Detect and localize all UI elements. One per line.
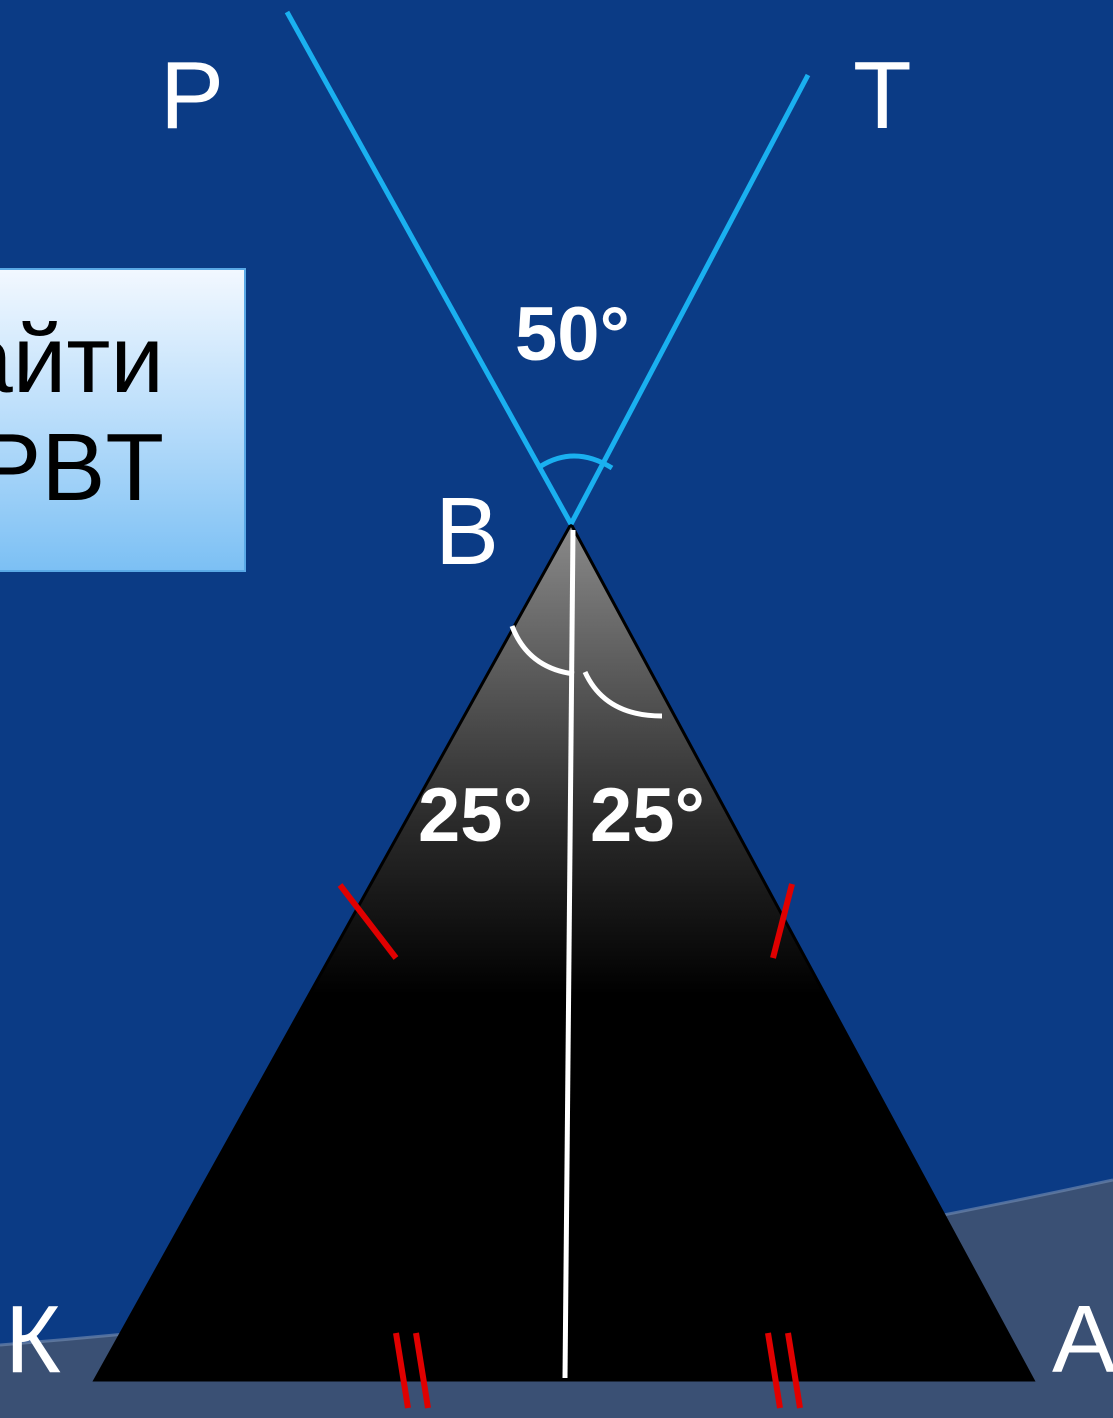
double-tick-left-2 bbox=[413, 1332, 431, 1409]
angle-label-right: 25° bbox=[590, 773, 705, 858]
ray-bt bbox=[568, 73, 811, 526]
double-tick-right-2 bbox=[785, 1332, 803, 1409]
angle-label-pbt: 50° bbox=[515, 292, 630, 377]
vertex-label-t: T bbox=[853, 42, 912, 149]
vertex-label-b: B bbox=[435, 478, 500, 585]
task-line-2: PBT bbox=[0, 414, 164, 521]
double-tick-left-1 bbox=[393, 1332, 411, 1409]
triangle-kba bbox=[92, 520, 1036, 1382]
ray-bp bbox=[284, 10, 574, 526]
vertex-label-p: P bbox=[160, 42, 225, 149]
angle-arc-right bbox=[582, 670, 663, 719]
angle-arc-pbt bbox=[539, 453, 614, 471]
task-line-1: айти bbox=[0, 306, 164, 413]
vertex-label-k: К bbox=[5, 1286, 61, 1393]
tick-mark-side-ba bbox=[770, 883, 795, 959]
tick-mark-side-kb bbox=[337, 883, 399, 960]
angle-label-left: 25° bbox=[418, 773, 533, 858]
double-tick-right-1 bbox=[765, 1332, 783, 1409]
vertex-label-a: A bbox=[1052, 1286, 1113, 1393]
angle-arc-left bbox=[509, 625, 575, 677]
task-box: айти PBT bbox=[0, 268, 246, 572]
